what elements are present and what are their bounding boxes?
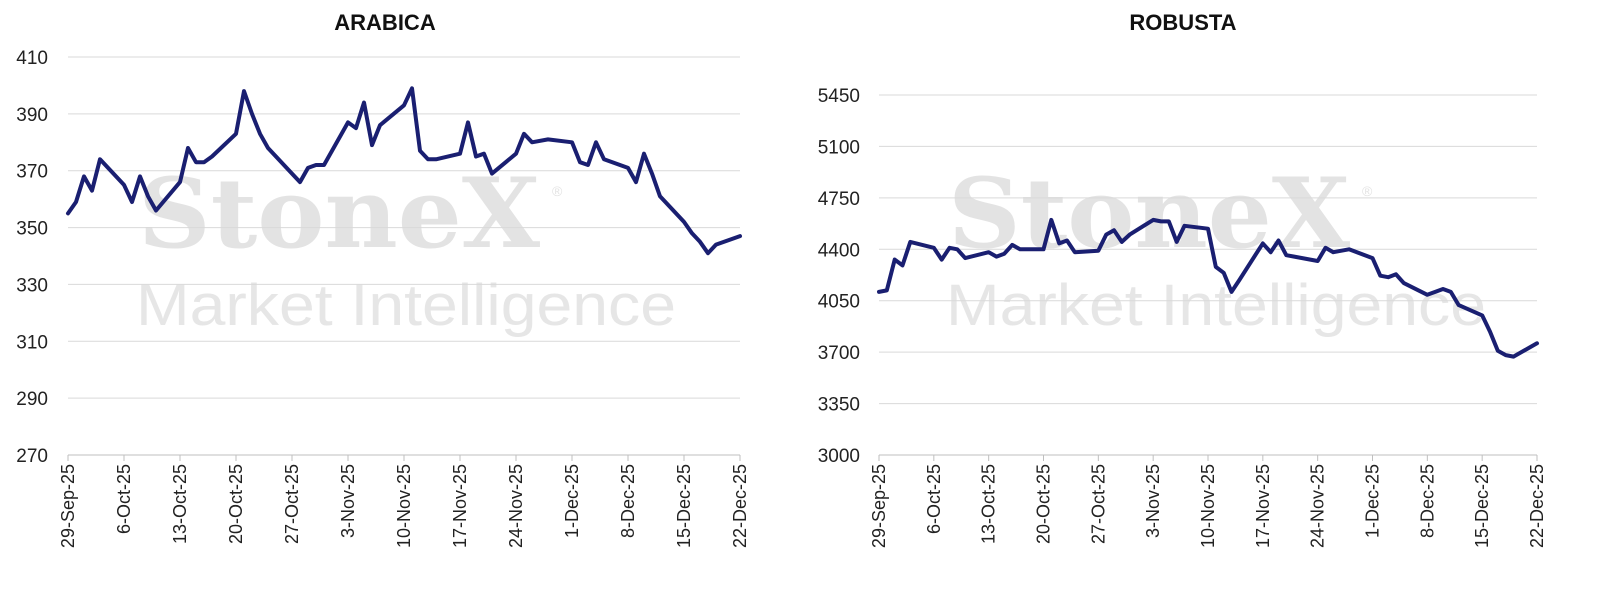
chart-title: ROBUSTA: [1129, 10, 1236, 35]
y-tick-label: 410: [16, 48, 48, 69]
x-tick-label: 3-Nov-25: [1143, 464, 1163, 538]
x-tick-label: 17-Nov-25: [1253, 464, 1273, 548]
x-tick-label: 1-Dec-25: [562, 464, 582, 538]
series-line: [877, 217, 1539, 359]
watermark-right: StoneX ® Market Intelligence: [946, 157, 1486, 338]
y-tick-label: 370: [16, 162, 48, 183]
x-tick-label: 10-Nov-25: [1198, 464, 1218, 548]
x-tick-label: 24-Nov-25: [506, 464, 526, 548]
series-line: [66, 86, 742, 256]
x-tick-label: 27-Oct-25: [282, 464, 302, 544]
x-tick-label: 8-Dec-25: [618, 464, 638, 538]
watermark-subtitle-right: Market Intelligence: [946, 273, 1486, 338]
watermark-registered-left: ®: [552, 183, 563, 199]
y-tick-label: 310: [16, 332, 48, 353]
x-tick-label: 8-Dec-25: [1417, 464, 1437, 538]
x-tick-label: 13-Oct-25: [170, 464, 190, 544]
watermark-subtitle-left: Market Intelligence: [136, 273, 676, 338]
x-tick-label: 15-Dec-25: [1472, 464, 1492, 548]
y-tick-label: 4050: [818, 292, 860, 313]
y-tick-label: 350: [16, 219, 48, 240]
watermark-registered-right: ®: [1362, 183, 1373, 199]
x-tick-label: 20-Oct-25: [226, 464, 246, 544]
y-tick-label: 290: [16, 389, 48, 410]
y-tick-label: 5450: [818, 86, 860, 107]
x-tick-label: 22-Dec-25: [730, 464, 750, 548]
y-tick-label: 3700: [818, 343, 860, 364]
watermark-left: StoneX ® Market Intelligence: [136, 157, 676, 338]
x-tick-label: 27-Oct-25: [1088, 464, 1108, 544]
x-tick-label: 13-Oct-25: [979, 464, 999, 544]
x-tick-label: 22-Dec-25: [1527, 464, 1547, 548]
watermark-brand-right: StoneX: [948, 157, 1351, 270]
x-tick-label: 29-Sep-25: [58, 464, 78, 548]
x-tick-label: 3-Nov-25: [338, 464, 358, 538]
x-tick-label: 1-Dec-25: [1363, 464, 1383, 538]
y-tick-label: 4750: [818, 189, 860, 210]
y-tick-label: 5100: [818, 137, 860, 158]
robusta-chart: ROBUSTA 3000 3350 3700 4050 4400 4750 5100 5450 2…: [818, 10, 1547, 548]
y-tick-label: 3350: [818, 395, 860, 416]
x-tick-label: 17-Nov-25: [450, 464, 470, 548]
x-tick-label: 10-Nov-25: [394, 464, 414, 548]
x-tick-label: 6-Oct-25: [924, 464, 944, 534]
y-tick-label: 4400: [818, 240, 860, 261]
x-tick-label: 24-Nov-25: [1308, 464, 1328, 548]
x-tick-label: 29-Sep-25: [869, 464, 889, 548]
y-tick-label: 270: [16, 446, 48, 467]
y-tick-label: 3000: [818, 446, 860, 467]
watermark-brand-left: StoneX: [138, 157, 541, 270]
arabica-chart: ARABICA 270 290 310 330 350 370 390 410 29-Sep-25…: [16, 10, 750, 548]
x-tick-label: 15-Dec-25: [674, 464, 694, 548]
y-tick-label: 330: [16, 275, 48, 296]
x-tick-label: 20-Oct-25: [1034, 464, 1054, 544]
x-tick-label: 6-Oct-25: [114, 464, 134, 534]
chart-title: ARABICA: [334, 10, 436, 35]
y-tick-label: 390: [16, 105, 48, 126]
